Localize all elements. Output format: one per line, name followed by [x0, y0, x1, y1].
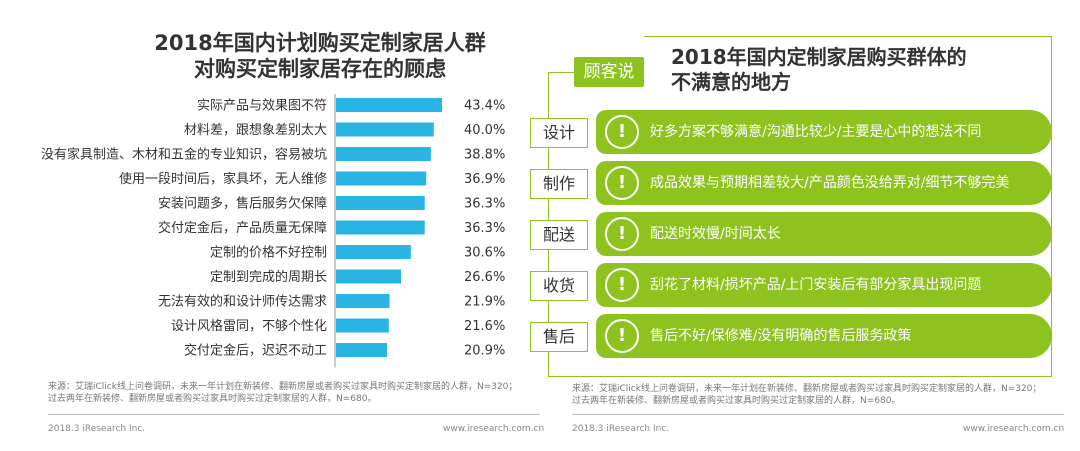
left-divider — [48, 414, 540, 415]
left-footer-url: www.iresearch.com.cn — [443, 424, 545, 434]
complaint-text: 售后不好/保修难/没有明确的售后服务政策 — [650, 328, 912, 344]
bar — [336, 122, 434, 137]
left-footnote-line2: 过去两年在新装修、翻新房屋或者购买过家具时购买过定制家居的人群，N=680。 — [48, 394, 377, 404]
bar — [336, 171, 427, 186]
value-label: 30.6% — [464, 246, 505, 261]
left-footnote: 来源：艾瑞iClick线上问卷调研，未来一年计划在新装修、翻新房屋或者购买过家具… — [48, 381, 528, 405]
category-label: 交付定金后，产品质量无保障 — [158, 220, 327, 236]
left-footnote-line1: 来源：艾瑞iClick线上问卷调研，未来一年计划在新装修、翻新房屋或者购买过家具… — [48, 382, 518, 392]
bar — [336, 318, 389, 333]
category-label: 材料差，跟想象差别太大 — [184, 122, 327, 138]
right-footnote: 来源：艾瑞iClick线上问卷调研，未来一年计划在新装修、翻新房屋或者购买过家具… — [572, 383, 1052, 407]
right-footnote-line2: 过去两年在新装修、翻新房屋或者购买过家具时购买过定制家居的人群，N=680。 — [572, 396, 901, 406]
right-footnote-line1: 来源：艾瑞iClick线上问卷调研，未来一年计划在新装修、翻新房屋或者购买过家具… — [572, 384, 1042, 394]
exclamation-icon: ! — [605, 319, 639, 353]
customer-says-badge: 顾客说 — [574, 57, 644, 87]
exclamation-icon: ! — [605, 268, 639, 302]
value-label: 26.6% — [464, 270, 505, 285]
complaint-text: 刮花了材料/损坏产品/上门安装后有部分家具出现问题 — [650, 277, 982, 293]
bar — [336, 196, 425, 210]
complaint-bar — [596, 161, 1052, 205]
category-label: 交付定金后，迟迟不动工 — [184, 343, 327, 359]
value-label: 21.9% — [464, 295, 505, 310]
exclamation-icon: ! — [605, 217, 639, 251]
frame-top — [644, 36, 1052, 37]
bar — [336, 147, 431, 161]
value-label: 36.3% — [464, 221, 505, 236]
category-label: 安装问题多，售后服务欠保障 — [158, 196, 327, 212]
right-divider — [572, 414, 1064, 415]
value-label: 43.4% — [464, 99, 505, 114]
category-label: 定制到完成的周期长 — [210, 269, 327, 285]
complaint-text: 成品效果与预期相差较大/产品颜色没给弄对/细节不够完美 — [650, 175, 1010, 191]
category-label: 没有家具制造、木材和五金的专业知识，容易被坑 — [41, 147, 327, 163]
category-label: 实际产品与效果图不符 — [197, 98, 327, 114]
bar — [336, 220, 425, 235]
chart-title-line2: 对购买定制家居存在的顾虑 — [194, 57, 446, 81]
category-label: 使用一段时间后，家具坏，无人维修 — [119, 171, 327, 187]
chart-title-line1: 2018年国内计划购买定制家居人群 — [154, 31, 486, 55]
complaint-label: 售后 — [530, 322, 588, 352]
complaint-text: 配送时效慢/时间太长 — [650, 226, 781, 242]
complaint-label: 设计 — [530, 118, 588, 148]
right-footer-copyright: 2018.3 iResearch Inc. — [572, 424, 670, 434]
frame-right — [1051, 36, 1052, 376]
complaint-text: 好多方案不够满意/沟通比较少/主要是心中的想法不同 — [650, 124, 982, 140]
left-footer-copyright: 2018.3 iResearch Inc. — [48, 424, 146, 434]
complaint-bar — [596, 212, 1052, 256]
frame-left-top — [548, 72, 574, 73]
value-label: 40.0% — [464, 123, 505, 138]
frame-bottom — [548, 376, 1052, 377]
value-label: 38.8% — [464, 148, 505, 163]
category-label: 定制的价格不好控制 — [210, 245, 327, 261]
bar — [336, 294, 390, 308]
category-label: 无法有效的和设计师传达需求 — [158, 294, 327, 310]
category-label: 设计风格雷同，不够个性化 — [171, 318, 327, 334]
bar-chart: 实际产品与效果图不符 43.4% 材料差，跟想象差别太大 40.0% 没有家具制造、木材… — [41, 94, 505, 368]
exclamation-icon: ! — [605, 166, 639, 200]
bar — [336, 269, 402, 284]
complaint-bar — [596, 110, 1052, 154]
value-label: 21.6% — [464, 319, 505, 334]
complaint-label: 制作 — [530, 169, 588, 199]
bar — [336, 245, 411, 259]
complaint-bar — [596, 263, 1052, 307]
right-title-line2: 不满意的地方 — [671, 70, 791, 94]
value-label: 20.9% — [464, 344, 505, 359]
value-label: 36.3% — [464, 197, 505, 212]
right-footer-url: www.iresearch.com.cn — [963, 424, 1065, 434]
bar — [336, 343, 388, 357]
bar — [336, 98, 443, 112]
complaint-label: 配送 — [530, 220, 588, 250]
complaint-label: 收货 — [530, 271, 588, 301]
value-label: 36.9% — [464, 172, 505, 187]
complaint-bar — [596, 314, 1052, 358]
right-title-line1: 2018年国内定制家居购买群体的 — [671, 45, 967, 69]
exclamation-icon: ! — [605, 115, 639, 149]
